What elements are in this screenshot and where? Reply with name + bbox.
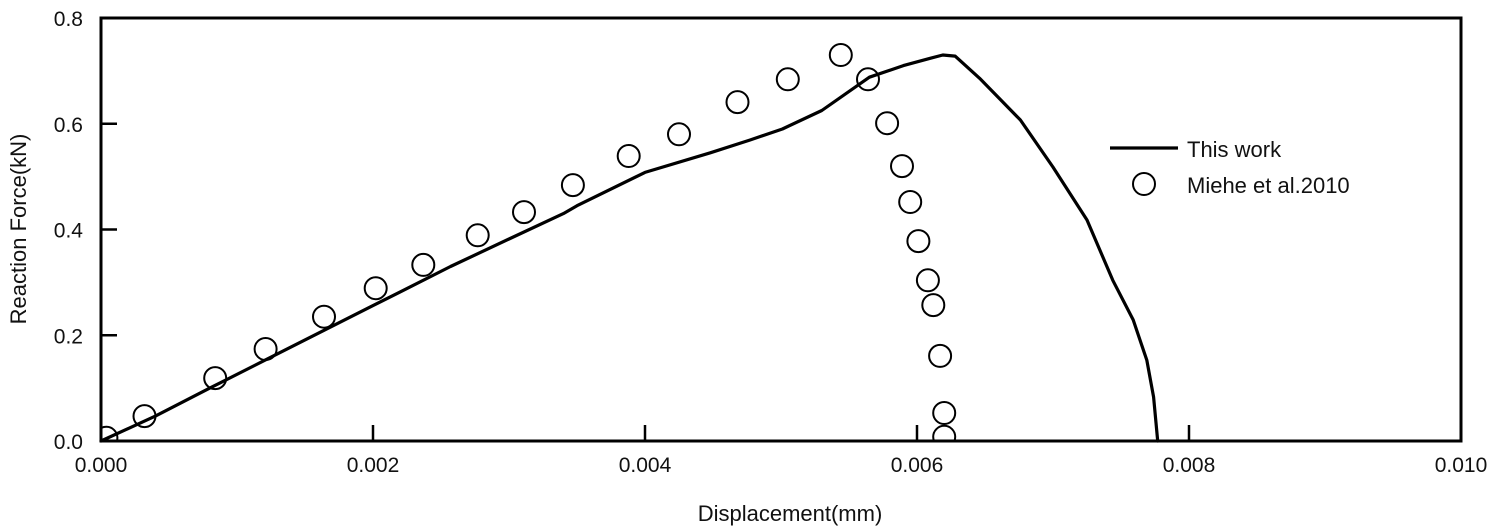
- miehe-data-point: [890, 154, 914, 179]
- miehe-data-point: [101, 425, 119, 441]
- miehe-data-point: [667, 122, 691, 147]
- y-tick-label: 0.2: [54, 325, 83, 348]
- y-axis-label: Reaction Force(kN): [6, 134, 31, 325]
- legend: This work Miehe et al.2010: [1110, 137, 1350, 198]
- x-axis-ticks: 0.000 0.002 0.004 0.006 0.008 0.010: [75, 425, 1488, 477]
- x-tick-label: 0.008: [1163, 454, 1216, 477]
- plot-area-border: [99, 16, 1463, 443]
- miehe-data-point: [512, 200, 536, 225]
- miehe-data-point: [921, 293, 946, 318]
- y-tick-label: 0.8: [54, 8, 83, 31]
- y-tick-label: 0.4: [54, 220, 84, 243]
- miehe-data-point: [253, 337, 278, 361]
- miehe-data-point: [932, 424, 957, 441]
- miehe-data-point: [932, 401, 957, 425]
- series-this-work-line: [99, 53, 1160, 443]
- this-work-curve: [99, 53, 1160, 443]
- miehe-data-point: [560, 173, 585, 198]
- x-tick-label: 0.002: [347, 454, 400, 477]
- legend-label-miehe: Miehe et al.2010: [1187, 173, 1350, 198]
- miehe-data-point: [616, 144, 641, 168]
- miehe-data-point: [312, 304, 336, 329]
- miehe-data-point: [465, 223, 490, 248]
- x-tick-label: 0.004: [619, 454, 672, 477]
- plot-frame: [99, 16, 1463, 443]
- miehe-data-point: [875, 111, 900, 136]
- series-miehe-circles: [101, 43, 957, 441]
- y-tick-label: 0.0: [54, 431, 83, 454]
- x-axis-label: Displacement(mm): [698, 501, 883, 526]
- miehe-data-point: [828, 43, 853, 67]
- miehe-data-point: [725, 90, 750, 115]
- miehe-data-point: [915, 268, 940, 293]
- miehe-data-point: [906, 229, 931, 254]
- miehe-data-point: [856, 67, 880, 92]
- miehe-data-point: [898, 190, 923, 214]
- miehe-data-point: [132, 404, 157, 429]
- y-axis-ticks: 0.0 0.2 0.4 0.6 0.8: [54, 8, 117, 454]
- x-tick-label: 0.006: [891, 454, 944, 477]
- miehe-data-point: [363, 276, 388, 301]
- x-tick-label: 0.010: [1435, 454, 1488, 477]
- miehe-data-point: [928, 343, 953, 368]
- miehe-data-point: [203, 366, 228, 391]
- miehe-data-point: [775, 67, 800, 92]
- legend-circle-swatch: [1132, 172, 1156, 196]
- y-tick-label: 0.6: [54, 114, 83, 137]
- x-tick-label: 0.000: [75, 454, 128, 477]
- miehe-data-point: [411, 252, 436, 277]
- legend-label-this-work: This work: [1187, 137, 1282, 162]
